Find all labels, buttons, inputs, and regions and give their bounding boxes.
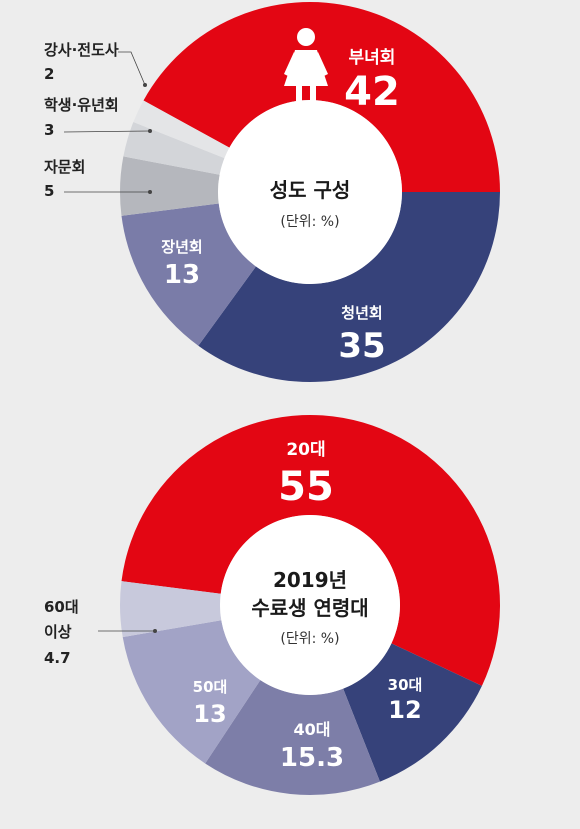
slice-label-3: 장년회 bbox=[161, 238, 202, 256]
donut-slice-6 bbox=[133, 100, 230, 159]
donut-slice-3 bbox=[121, 203, 256, 346]
slice-value-2: 35 bbox=[338, 326, 385, 366]
outside-value-6: 2 bbox=[44, 65, 54, 83]
chart-title: 2019년 bbox=[273, 568, 347, 592]
outside-value-4: 5 bbox=[44, 182, 54, 200]
slice-value-4: 13 bbox=[193, 700, 226, 728]
chart-title: 성도 구성 bbox=[270, 178, 351, 202]
donut-slice-3 bbox=[205, 680, 380, 795]
outside-label-4: 자문회 bbox=[44, 158, 85, 176]
donut-slice-5 bbox=[119, 581, 222, 638]
leader-dot-5 bbox=[148, 129, 152, 133]
donut-slice-4 bbox=[122, 620, 261, 764]
donut-center bbox=[220, 515, 400, 695]
outside-label-5-line2: 이상 bbox=[44, 623, 72, 641]
slice-value-2: 12 bbox=[388, 696, 421, 724]
slice-value-3: 15.3 bbox=[280, 743, 344, 773]
donut-slice-1 bbox=[143, 1, 501, 193]
leader-line-5 bbox=[63, 130, 151, 133]
slice-label-4: 50대 bbox=[193, 678, 228, 696]
chart-title-line2: 수료생 연령대 bbox=[251, 596, 368, 620]
slice-label-2: 청년회 bbox=[341, 304, 382, 322]
leader-line-6 bbox=[118, 51, 146, 86]
donut-slice-5 bbox=[123, 122, 225, 175]
slice-label-1: 부녀회 bbox=[349, 48, 396, 68]
outside-value-5: 4.7 bbox=[44, 649, 71, 667]
outside-label-5-line1: 60대 bbox=[44, 598, 79, 616]
slice-label-3: 40대 bbox=[294, 720, 331, 739]
donut-slice-2 bbox=[198, 192, 500, 383]
donut-slice-1 bbox=[121, 415, 501, 686]
outside-label-6: 강사·전도사 bbox=[44, 41, 119, 59]
donut-slice-4 bbox=[119, 156, 220, 216]
slice-value-1: 55 bbox=[278, 464, 334, 510]
slice-value-3: 13 bbox=[164, 260, 200, 290]
donut-center bbox=[218, 100, 402, 284]
donut-slice-2 bbox=[343, 643, 482, 782]
slice-value-1: 42 bbox=[344, 69, 400, 115]
chart-unit: (단위: %) bbox=[280, 214, 339, 230]
leader-dot-5 bbox=[153, 629, 157, 633]
woman-icon bbox=[284, 28, 328, 108]
slice-label-1: 20대 bbox=[286, 440, 325, 460]
leader-dot-6 bbox=[143, 83, 147, 87]
chart-unit: (단위: %) bbox=[280, 631, 339, 647]
slice-label-2: 30대 bbox=[388, 676, 423, 694]
leader-dot-4 bbox=[148, 190, 152, 194]
outside-label-5: 학생·유년회 bbox=[44, 96, 119, 114]
outside-value-5: 3 bbox=[44, 121, 54, 139]
